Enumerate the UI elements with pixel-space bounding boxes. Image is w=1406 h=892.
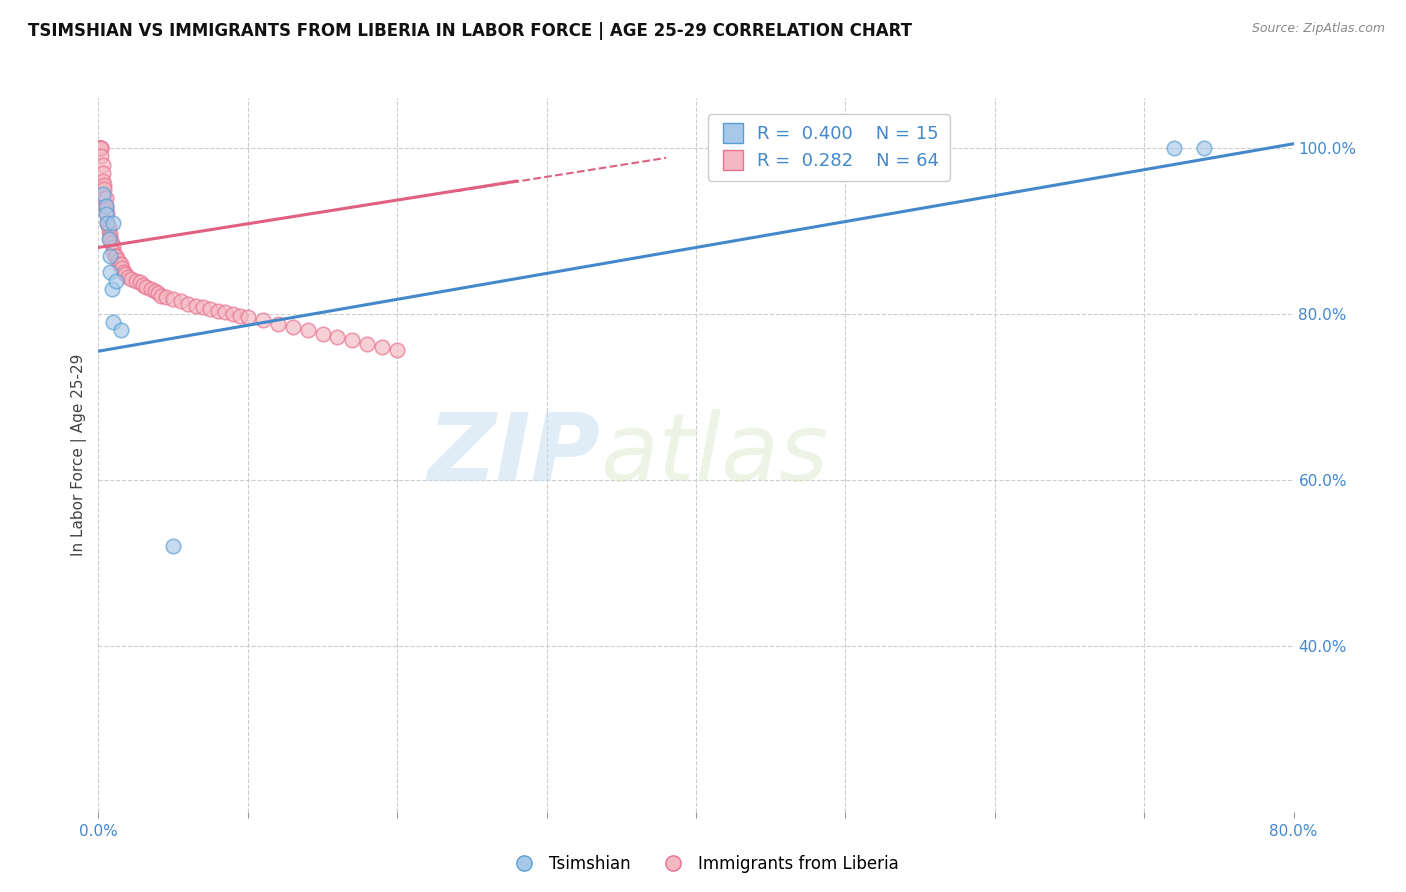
Y-axis label: In Labor Force | Age 25-29: In Labor Force | Age 25-29 — [72, 354, 87, 556]
Point — [297, 323, 319, 337]
Point — [200, 301, 222, 316]
Point — [101, 282, 124, 296]
Point — [114, 267, 136, 281]
Point — [191, 300, 214, 314]
Point — [97, 219, 120, 234]
Point — [91, 174, 114, 188]
Point — [184, 299, 207, 313]
Point — [1192, 141, 1215, 155]
Point — [236, 310, 259, 325]
Point — [110, 323, 132, 337]
Point — [100, 265, 122, 279]
Point — [150, 288, 173, 302]
Point — [96, 207, 118, 221]
Point — [100, 227, 122, 242]
Point — [89, 141, 111, 155]
Point — [155, 290, 177, 304]
Point — [139, 282, 162, 296]
Point — [103, 244, 125, 259]
Legend: Tsimshian, Immigrants from Liberia: Tsimshian, Immigrants from Liberia — [501, 848, 905, 880]
Point — [93, 178, 115, 193]
Point — [326, 330, 349, 344]
Point — [129, 276, 152, 290]
Point — [356, 336, 378, 351]
Point — [94, 199, 117, 213]
Point — [103, 240, 125, 254]
Point — [229, 309, 252, 323]
Point — [342, 334, 364, 348]
Point — [93, 191, 115, 205]
Point — [371, 340, 394, 354]
Point — [90, 141, 112, 155]
Point — [91, 186, 114, 201]
Point — [214, 305, 236, 319]
Point — [93, 182, 115, 196]
Point — [108, 257, 131, 271]
Point — [96, 216, 118, 230]
Point — [97, 232, 120, 246]
Point — [252, 313, 274, 327]
Point — [1163, 141, 1185, 155]
Point — [111, 261, 134, 276]
Point — [117, 269, 139, 284]
Point — [120, 272, 142, 286]
Point — [90, 141, 112, 155]
Point — [125, 274, 148, 288]
Point — [90, 149, 112, 163]
Point — [107, 252, 129, 267]
Legend: R =  0.400    N = 15, R =  0.282    N = 64: R = 0.400 N = 15, R = 0.282 N = 64 — [709, 114, 950, 181]
Point — [97, 224, 120, 238]
Point — [112, 265, 135, 279]
Point — [103, 315, 125, 329]
Point — [148, 286, 170, 301]
Point — [207, 303, 229, 318]
Text: ZIP: ZIP — [427, 409, 600, 501]
Point — [162, 292, 184, 306]
Text: atlas: atlas — [600, 409, 828, 500]
Point — [110, 257, 132, 271]
Point — [96, 216, 118, 230]
Point — [105, 249, 128, 263]
Point — [100, 232, 122, 246]
Point — [162, 539, 184, 553]
Point — [94, 191, 117, 205]
Point — [94, 203, 117, 218]
Point — [267, 317, 290, 331]
Point — [105, 274, 128, 288]
Point — [177, 297, 200, 311]
Point — [91, 166, 114, 180]
Point — [281, 320, 304, 334]
Point — [311, 326, 333, 341]
Point — [94, 207, 117, 221]
Point — [135, 280, 157, 294]
Point — [169, 294, 191, 309]
Point — [89, 141, 111, 155]
Point — [94, 199, 117, 213]
Point — [101, 236, 124, 251]
Point — [222, 307, 245, 321]
Text: Source: ZipAtlas.com: Source: ZipAtlas.com — [1251, 22, 1385, 36]
Point — [132, 277, 155, 292]
Point — [104, 249, 127, 263]
Point — [103, 216, 125, 230]
Text: TSIMSHIAN VS IMMIGRANTS FROM LIBERIA IN LABOR FORCE | AGE 25-29 CORRELATION CHAR: TSIMSHIAN VS IMMIGRANTS FROM LIBERIA IN … — [28, 22, 912, 40]
Point — [100, 249, 122, 263]
Point — [89, 141, 111, 155]
Point — [385, 343, 409, 358]
Point — [91, 157, 114, 171]
Point — [143, 284, 166, 298]
